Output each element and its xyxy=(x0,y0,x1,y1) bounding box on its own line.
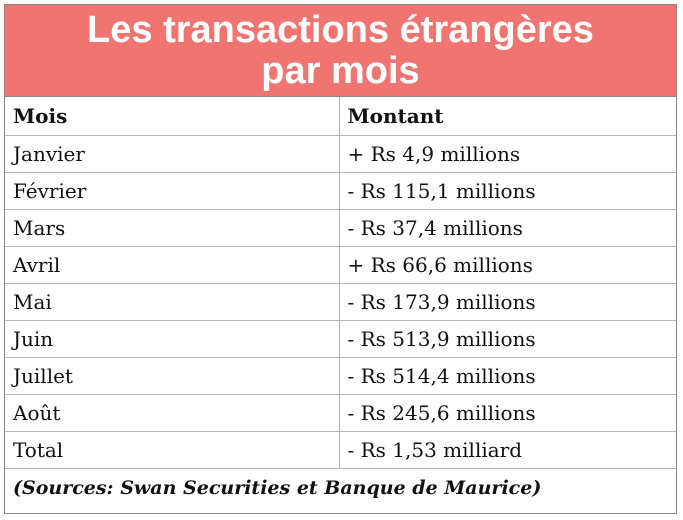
table-row: Avril + Rs 66,6 millions xyxy=(5,245,676,284)
source-note: (Sources: Swan Securities et Banque de M… xyxy=(5,467,676,508)
cell-montant: - Rs 173,9 millions xyxy=(338,282,676,321)
cell-mois: Juin xyxy=(5,319,340,358)
cell-montant: - Rs 513,9 millions xyxy=(338,319,676,358)
header-mois: Mois xyxy=(5,97,340,136)
cell-montant: - Rs 115,1 millions xyxy=(338,171,676,210)
table-row: Mars - Rs 37,4 millions xyxy=(5,208,676,247)
cell-mois: Février xyxy=(5,171,340,210)
page-title: Les transactions étrangères par mois xyxy=(5,5,676,97)
table-row: Juin - Rs 513,9 millions xyxy=(5,319,676,358)
header-montant: Montant xyxy=(338,97,676,136)
table-row: Juillet - Rs 514,4 millions xyxy=(5,356,676,395)
cell-mois: Mai xyxy=(5,282,340,321)
cell-montant: - Rs 37,4 millions xyxy=(338,208,676,247)
cell-montant: - Rs 514,4 millions xyxy=(338,356,676,395)
cell-montant: - Rs 1,53 milliard xyxy=(338,430,676,469)
cell-mois: Total xyxy=(5,430,340,469)
cell-mois: Janvier xyxy=(5,134,340,173)
cell-montant: - Rs 245,6 millions xyxy=(338,393,676,432)
table-row: Février - Rs 115,1 millions xyxy=(5,171,676,210)
transactions-table: Mois Montant Janvier + Rs 4,9 millions F… xyxy=(5,97,676,508)
infographic-card: Les transactions étrangères par mois Moi… xyxy=(4,4,677,514)
title-line-2: par mois xyxy=(261,49,420,92)
cell-mois: Avril xyxy=(5,245,340,284)
table-row-total: Total - Rs 1,53 milliard xyxy=(5,430,676,469)
cell-mois: Mars xyxy=(5,208,340,247)
table-header-row: Mois Montant xyxy=(5,97,676,136)
table-row: Mai - Rs 173,9 millions xyxy=(5,282,676,321)
cell-mois: Juillet xyxy=(5,356,340,395)
cell-montant: + Rs 4,9 millions xyxy=(338,134,676,173)
cell-montant: + Rs 66,6 millions xyxy=(338,245,676,284)
source-row: (Sources: Swan Securities et Banque de M… xyxy=(5,467,676,508)
title-line-1: Les transactions étrangères xyxy=(87,8,594,51)
table-row: Août - Rs 245,6 millions xyxy=(5,393,676,432)
cell-mois: Août xyxy=(5,393,340,432)
table-row: Janvier + Rs 4,9 millions xyxy=(5,134,676,173)
